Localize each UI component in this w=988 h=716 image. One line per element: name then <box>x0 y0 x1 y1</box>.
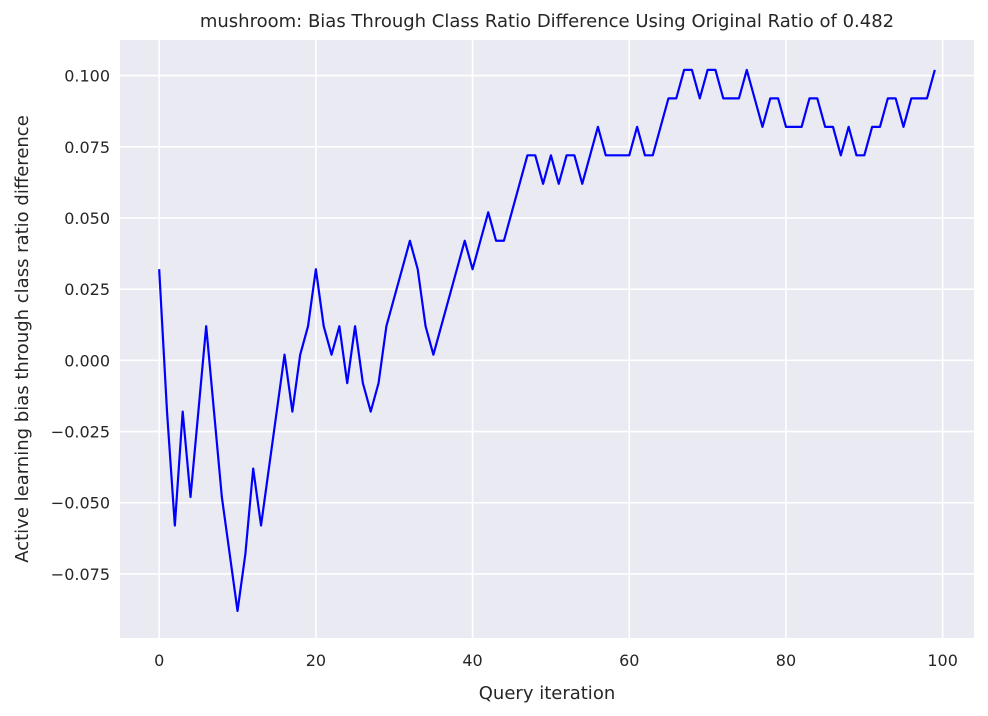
x-tick-label: 100 <box>927 651 958 670</box>
series-line <box>158 68 936 613</box>
x-tick-labels: 0 20 40 60 80 100 <box>154 651 958 670</box>
y-tick-label: 0.075 <box>64 138 110 157</box>
y-axis-title: Active learning bias through class ratio… <box>12 115 33 563</box>
y-tick-label: −0.075 <box>51 565 110 584</box>
y-tick-labels: −0.075 −0.050 −0.025 0.000 0.025 0.050 0.075 0.… <box>51 67 110 584</box>
y-tick-label: −0.025 <box>51 423 110 442</box>
plot-background <box>120 40 974 638</box>
y-tick-label: 0.025 <box>64 280 110 299</box>
y-tick-label: 0.000 <box>64 351 110 370</box>
x-tick-label: 20 <box>306 651 326 670</box>
x-tick-label: 40 <box>462 651 482 670</box>
x-tick-label: 0 <box>154 651 164 670</box>
series-layer <box>158 68 936 613</box>
y-tick-label: 0.100 <box>64 67 110 86</box>
x-tick-label: 80 <box>776 651 796 670</box>
grid-layer <box>120 40 974 638</box>
x-tick-label: 60 <box>619 651 639 670</box>
x-axis-title: Query iteration <box>479 683 615 704</box>
chart-title: mushroom: Bias Through Class Ratio Diffe… <box>200 11 894 32</box>
y-tick-label: 0.050 <box>64 209 110 228</box>
y-tick-label: −0.050 <box>51 494 110 513</box>
